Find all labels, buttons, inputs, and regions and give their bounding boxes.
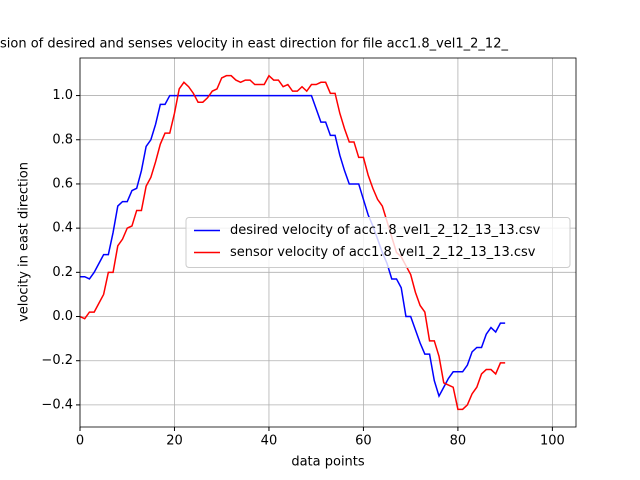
y-tick-label: 1.0	[52, 88, 73, 103]
series-line	[80, 94, 506, 399]
chart-title: sion of desired and senses velocity in e…	[0, 37, 508, 52]
legend-label: sensor velocity of acc1.8_vel1_2_12_13_1…	[230, 245, 536, 260]
x-tick-label: 100	[540, 434, 565, 449]
y-tick-label: 0.0	[52, 309, 73, 324]
x-axis-label: data points	[291, 455, 365, 470]
y-tick-label: 0.4	[52, 221, 73, 236]
y-tick-label: 0.2	[52, 265, 73, 280]
y-tick-label: 0.8	[52, 132, 73, 147]
y-tick-label: −0.4	[41, 397, 73, 412]
y-tick-label: 0.6	[52, 176, 73, 191]
x-tick-label: 40	[261, 434, 278, 449]
x-tick-label: 0	[76, 434, 84, 449]
x-tick-label: 60	[355, 434, 372, 449]
y-axis-label: velocity in east direction	[17, 162, 32, 322]
legend-box	[185, 217, 571, 268]
y-tick-label: −0.2	[41, 353, 73, 368]
plot-frame	[79, 57, 577, 428]
x-tick-label: 20	[166, 434, 183, 449]
series-line	[79, 74, 506, 411]
x-tick-label: 80	[450, 434, 467, 449]
legend-label: desired velocity of acc1.8_vel1_2_12_13_…	[230, 223, 541, 238]
